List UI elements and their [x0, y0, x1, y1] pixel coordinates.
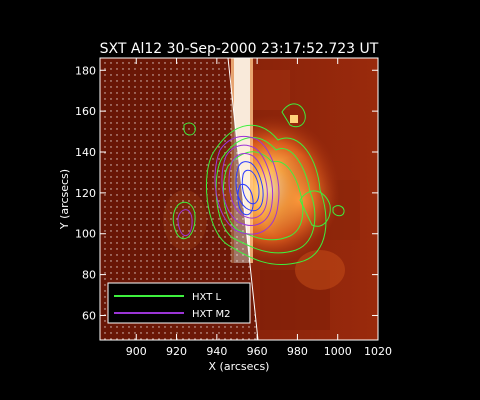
- y-tick-label: 160: [75, 105, 96, 118]
- x-tick-label: 1000: [324, 345, 352, 358]
- x-axis-label: X (arcsecs): [209, 360, 270, 373]
- y-tick-label: 180: [75, 64, 96, 77]
- solar-image: [100, 58, 378, 340]
- x-tick-label: 980: [287, 345, 308, 358]
- legend: HXT L HXT M2: [107, 282, 251, 324]
- y-tick-label: 60: [82, 309, 96, 322]
- y-axis-label: Y (arcsecs): [58, 169, 71, 230]
- y-tick-label: 100: [75, 228, 96, 241]
- y-axis-ticks: 60 80 100 120 140 160 180: [75, 64, 378, 322]
- x-tick-label: 940: [206, 345, 227, 358]
- x-tick-label: 960: [247, 345, 268, 358]
- legend-label-hxt-m2: HXT M2: [192, 309, 230, 320]
- legend-label-hxt-l: HXT L: [192, 292, 221, 303]
- x-tick-label: 920: [166, 345, 187, 358]
- y-tick-label: 80: [82, 269, 96, 282]
- legend-box: [107, 282, 251, 324]
- x-tick-label: 1020: [364, 345, 392, 358]
- y-tick-label: 120: [75, 187, 96, 200]
- plot-title: SXT Al12 30-Sep-2000 23:17:52.723 UT: [100, 41, 379, 57]
- y-tick-label: 140: [75, 146, 96, 159]
- x-axis-ticks: 900 920 940 960 980 1000 1020: [126, 58, 392, 358]
- hxt-m2-contours: [177, 135, 280, 237]
- plot-frame: [99, 57, 379, 341]
- hxt-l-contours: [172, 103, 345, 266]
- x-tick-label: 900: [126, 345, 147, 358]
